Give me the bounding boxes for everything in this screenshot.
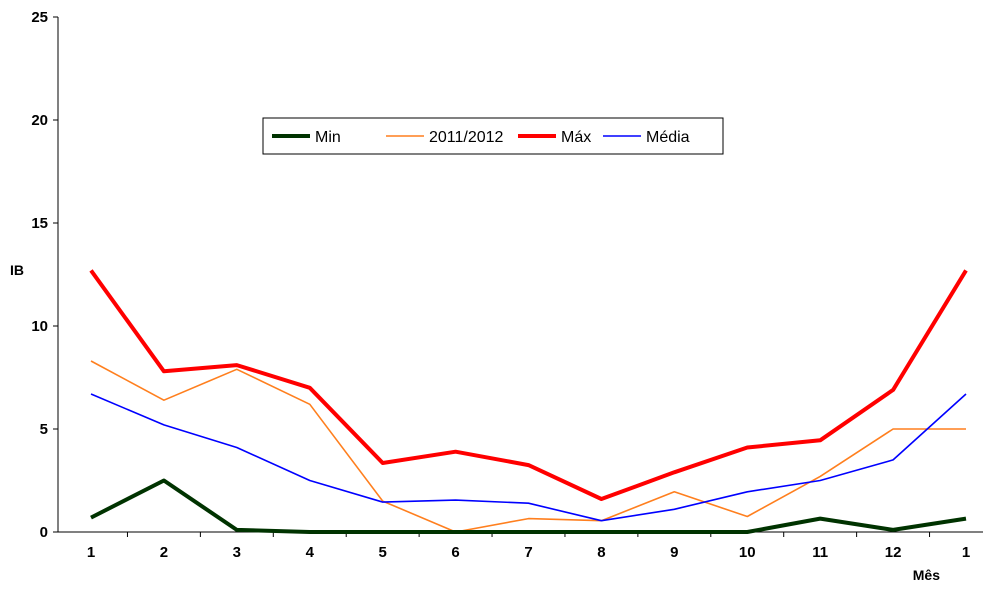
- x-tick-label: 2: [160, 544, 168, 561]
- x-tick-label: 1: [962, 544, 970, 561]
- series-line-m-dia: [90, 393, 967, 522]
- x-ticks: 1 2 3 4 5 6 7 8 9 10 11 12 1: [87, 532, 970, 561]
- y-tick-label: 20: [31, 112, 48, 129]
- y-tick-label: 25: [31, 9, 48, 26]
- x-tick-label: 8: [597, 544, 605, 561]
- x-tick-label: 1: [87, 544, 95, 561]
- series-line-min: [90, 478, 967, 534]
- y-tick-label: 0: [40, 524, 48, 541]
- series-line-2011-2012: [90, 360, 966, 533]
- x-axis-title: Mês: [913, 567, 940, 583]
- x-tick-label: 5: [378, 544, 386, 561]
- legend-box: [262, 117, 724, 155]
- series-line-m-x: [89, 269, 968, 501]
- y-tick-label: 5: [40, 421, 48, 438]
- legend-label: Máx: [561, 129, 591, 146]
- x-tick-label: 12: [885, 544, 902, 561]
- legend-label: 2011/2012: [429, 129, 504, 146]
- y-tick-label: 15: [31, 215, 48, 232]
- x-tick-label: 11: [812, 544, 828, 561]
- x-tick-label: 3: [233, 544, 241, 561]
- x-tick-label: 4: [306, 544, 315, 561]
- y-tick-label: 10: [31, 318, 48, 335]
- y-ticks: 0 5 10 15 20 25: [31, 9, 58, 541]
- legend-label: Média: [646, 129, 690, 146]
- y-axis-title: IB: [10, 262, 24, 278]
- legend-label: Min: [315, 129, 341, 146]
- x-tick-label: 10: [739, 544, 756, 561]
- legend: Min 2011/2012 Máx Média: [262, 117, 724, 155]
- series-layer: [89, 269, 968, 534]
- x-tick-label: 9: [670, 544, 678, 561]
- x-tick-label: 6: [451, 544, 459, 561]
- x-tick-label: 7: [524, 544, 532, 561]
